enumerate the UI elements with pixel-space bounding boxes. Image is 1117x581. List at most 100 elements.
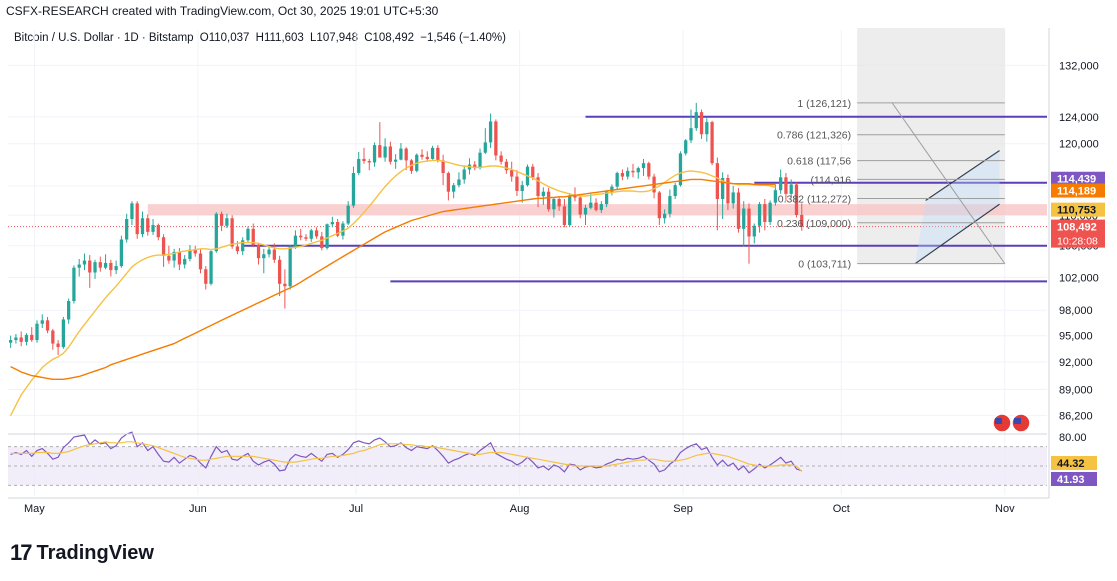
tradingview-logo-mark: 17 (10, 540, 33, 565)
candle-body (146, 218, 150, 232)
candle-body (736, 192, 741, 229)
candle-body (604, 191, 609, 205)
candle-body (151, 225, 155, 232)
candle-body (167, 255, 171, 261)
candle-body (77, 264, 81, 268)
candle-body (678, 153, 683, 186)
fibonacci-retracement: 1 (126,121) 0.786 (121,326) 0.618 (117,56 (… (777, 98, 1006, 271)
candle-body (341, 223, 345, 236)
candle-body (24, 334, 29, 342)
candle-body (531, 166, 535, 178)
candle-body (72, 267, 76, 302)
candles (9, 102, 804, 355)
rsi-line (10, 431, 803, 474)
candle-body (647, 163, 651, 177)
candle-body (441, 160, 445, 174)
candle-body (256, 244, 261, 259)
candle-body (93, 262, 97, 273)
candle-body (114, 266, 118, 271)
candle-body (436, 147, 440, 161)
rsi-pane (8, 431, 1047, 486)
price-badge-countdown: 10:28:08 (1057, 236, 1098, 248)
candle-body (694, 112, 698, 129)
candle-body (594, 202, 598, 211)
candle-body (568, 195, 572, 226)
candle-body (726, 178, 730, 204)
candle-body (768, 202, 772, 223)
candle-body (457, 179, 461, 186)
candle-body (262, 254, 266, 259)
candle-body (235, 246, 240, 252)
candle-body (198, 253, 203, 270)
candle-body (425, 156, 429, 159)
candle-body (552, 198, 556, 210)
candle-body (188, 249, 192, 259)
candle-body (98, 262, 102, 268)
candle-body (35, 323, 39, 341)
candle-body (219, 213, 224, 226)
candle-body (757, 204, 762, 226)
candle-body (641, 163, 646, 169)
candle-body (473, 164, 477, 169)
candle-body (710, 122, 714, 164)
candle-body (488, 121, 493, 143)
candle-body (763, 204, 767, 223)
candle-body (119, 239, 124, 267)
candle-body (499, 155, 503, 162)
candle-body (404, 148, 408, 161)
candle-body (515, 176, 519, 191)
rsi-axis-label: 80.00 (1059, 432, 1087, 444)
moving-average-line (9, 159, 776, 416)
candle-body (283, 283, 287, 287)
candle-body (684, 140, 688, 154)
chart-grid (8, 30, 1047, 495)
candle-body (288, 246, 292, 287)
ohlc-high: H111,603 (255, 32, 304, 44)
candle-body (626, 170, 630, 177)
candle-body (140, 218, 145, 235)
candle-body (193, 249, 197, 254)
candle-body (752, 225, 756, 237)
candle-body (510, 170, 514, 177)
candle-body (19, 337, 23, 342)
candle-body (251, 228, 255, 245)
tradingview-logo[interactable]: 17 TradingView (10, 540, 154, 566)
price-axis-label: 89,000 (1059, 384, 1093, 396)
ohlc-close: C108,492 (364, 32, 415, 44)
time-axis-label: Sep (673, 503, 693, 515)
candle-body (583, 207, 588, 215)
candle-body (589, 202, 593, 208)
candle-body (125, 219, 129, 240)
ohlc-change: −1,546 (−1.40%) (420, 32, 506, 44)
candle-body (789, 184, 793, 194)
price-axis-label: 132,000 (1059, 60, 1099, 72)
candle-body (773, 190, 778, 203)
candle-body (177, 251, 182, 265)
price-axis-label: 124,000 (1059, 112, 1099, 124)
candle-body (246, 228, 250, 241)
candle-body (51, 330, 55, 344)
price-axis-label: 102,000 (1059, 272, 1099, 284)
candle-body (483, 142, 487, 153)
candle-body (67, 301, 71, 320)
candle-body (657, 192, 661, 219)
event-icons (992, 413, 1031, 433)
candle-body (399, 148, 403, 160)
time-axis-label: Nov (995, 503, 1015, 515)
candle-body (299, 235, 303, 238)
price-axis-label: 120,000 (1059, 139, 1099, 151)
time-axis-label: Oct (833, 503, 850, 515)
candle-body (800, 214, 804, 227)
candle-body (731, 192, 735, 204)
candle-body (335, 222, 340, 236)
price-axis-label: 95,000 (1059, 331, 1093, 343)
candle-body (30, 334, 34, 341)
candle-body (779, 177, 783, 191)
candle-body (130, 203, 134, 220)
symbol-name[interactable]: Bitcoin / U.S. Dollar · 1D · Bitstamp (14, 32, 194, 44)
candle-body (689, 128, 693, 141)
price-chart[interactable]: 1 (126,121) 0.786 (121,326) 0.618 (117,56 (… (0, 0, 1117, 530)
fib-shaded-region (857, 28, 1005, 264)
price-badge-label: 114,439 (1057, 174, 1096, 186)
price-badge (1051, 202, 1105, 217)
